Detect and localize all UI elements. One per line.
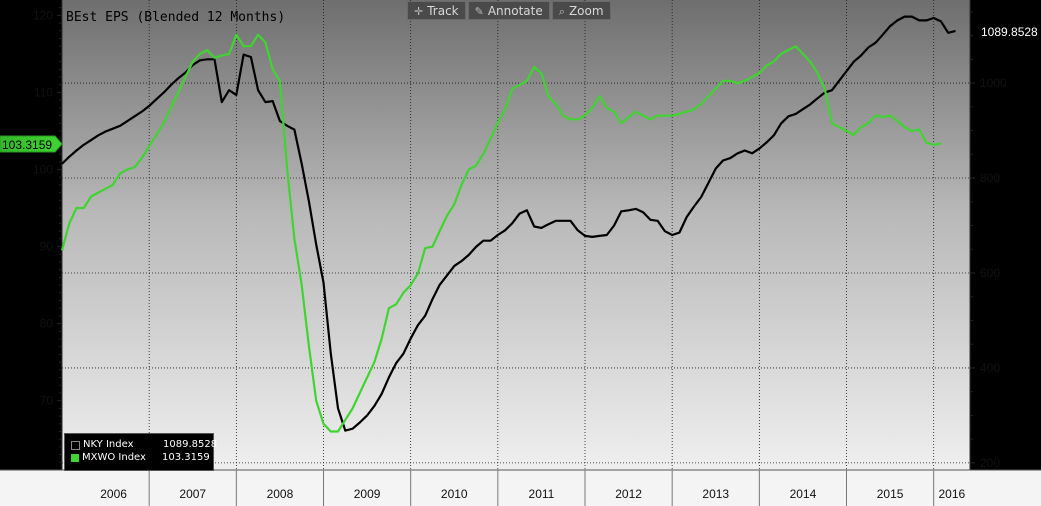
- series-line-mxwo: [60, 33, 942, 433]
- x-tick-label: 2015: [877, 487, 904, 501]
- zoom-button[interactable]: ⌕ Zoom: [551, 1, 611, 20]
- annotate-button[interactable]: ✎ Annotate: [467, 1, 550, 20]
- chart-title: BEst EPS (Blended 12 Months): [66, 10, 285, 25]
- chart-legend: NKY Index 1089.8528 MXWO Index 103.3159: [64, 433, 217, 471]
- y-left-tick-label: 100: [33, 163, 53, 177]
- x-axis-band: [0, 470, 1041, 506]
- x-tick-label: 2016: [938, 487, 965, 501]
- y-right-tick-label: 600: [980, 266, 1000, 280]
- y-right-tick-label: 200: [980, 456, 1000, 470]
- last-value-flag-mxwo: [0, 135, 63, 153]
- legend-label-mxwo: MXWO Index: [82, 452, 146, 463]
- legend-swatch-mxwo: [71, 454, 79, 462]
- x-tick-label: 2011: [529, 487, 555, 501]
- x-tick-label: 2009: [354, 487, 381, 501]
- y-left-tick-label: 70: [40, 394, 54, 408]
- y-left-tick-label: 80: [40, 317, 54, 331]
- legend-item-nky: NKY Index 1089.8528: [71, 439, 217, 451]
- legend-value-mxwo: 103.3159: [162, 452, 210, 463]
- track-button[interactable]: ✛ Track: [407, 1, 466, 20]
- x-tick-label: 2012: [615, 487, 642, 501]
- last-value-label-nky: 1089.8528: [981, 25, 1038, 39]
- plot-background: [62, 0, 970, 470]
- y-right-tick-label: 400: [980, 361, 1000, 375]
- x-tick-label: 2006: [100, 487, 127, 501]
- series-line-nky: [61, 15, 956, 432]
- y-left-tick-label: 90: [40, 240, 54, 254]
- last-value-flag-nky: [972, 22, 1041, 40]
- last-value-label-mxwo: 103.3159: [2, 138, 52, 152]
- y-right-tick-label: 800: [980, 171, 1000, 185]
- pencil-icon: ✎: [474, 5, 484, 18]
- x-tick-label: 2007: [179, 487, 206, 501]
- y-right-tick-label: 1000: [980, 76, 1007, 90]
- legend-item-mxwo: MXWO Index 103.3159: [71, 452, 210, 464]
- x-tick-label: 2014: [790, 487, 817, 501]
- x-tick-label: 2010: [441, 487, 468, 501]
- y-left-tick-label: 110: [34, 85, 53, 99]
- y-left-tick-label: 120: [33, 8, 53, 22]
- legend-label-nky: NKY Index: [83, 439, 134, 450]
- crosshair-icon: ✛: [414, 5, 424, 18]
- chart-toolbar: ✛ Track ✎ Annotate ⌕ Zoom: [407, 1, 611, 20]
- x-tick-label: 2008: [267, 487, 294, 501]
- legend-swatch-nky: [71, 440, 80, 450]
- legend-value-nky: 1089.8528: [163, 439, 218, 450]
- x-tick-label: 2013: [702, 487, 729, 501]
- magnifier-icon: ⌕: [558, 5, 565, 18]
